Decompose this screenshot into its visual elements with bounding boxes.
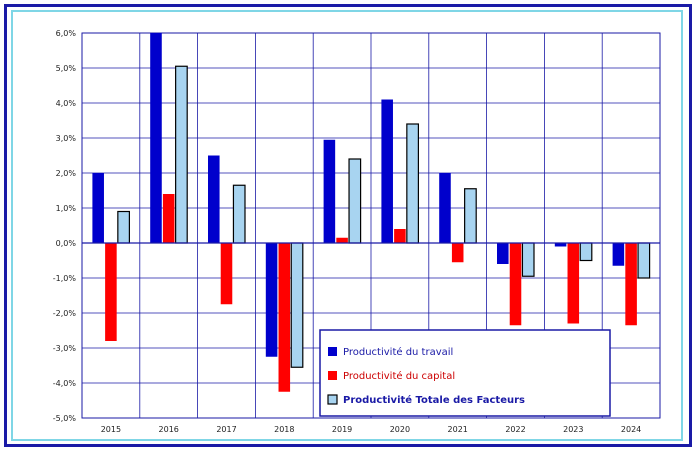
x-tick-label: 2015 [101,425,121,434]
bar-tfp [464,188,477,244]
bar-capital [336,237,348,243]
bar-tfp [348,158,362,244]
y-tick-label: 1,0% [56,204,77,213]
legend-swatch-tfp [327,394,338,405]
x-tick-label: 2018 [274,425,294,434]
bar-labor [265,243,278,357]
bar-labor [439,173,451,243]
bar-tfp [175,65,188,244]
bar-capital [278,243,291,392]
x-tick-label: 2016 [159,425,179,434]
bar-tfp [232,184,246,244]
y-tick-label: -5,0% [53,414,77,423]
y-tick-label: 5,0% [56,64,77,73]
y-tick-label: 3,0% [56,134,77,143]
legend-swatch-capital [328,371,337,380]
x-tick-label: 2020 [390,425,410,434]
y-tick-label: -1,0% [53,274,77,283]
bar-labor [612,243,625,266]
bar-capital [567,243,580,324]
bar-labor [150,33,162,243]
bar-tfp [521,242,535,277]
bar-labor [208,155,220,243]
legend-label-capital: Productivité du capital [343,370,455,382]
bar-labor [554,243,567,247]
bar-tfp [637,242,651,279]
bar-tfp [579,242,593,262]
y-tick-label: 4,0% [56,99,77,108]
bar-labor [92,173,104,243]
bar-capital [451,243,464,263]
x-tick-label: 2017 [216,425,236,434]
legend-swatch-labor [328,347,337,356]
x-tick-label: 2024 [621,425,641,434]
legend-label-tfp: Productivité Totale des Facteurs [343,394,525,406]
legend: Productivité du travail Productivité du … [319,329,611,417]
bar-labor [381,99,393,243]
bar-labor [497,243,509,264]
bar-tfp [290,242,304,368]
y-tick-label: 2,0% [56,169,77,178]
bars [92,33,651,392]
axes: -5,0% -4,0% -3,0% -2,0% -1,0% 0,0% 1,0% 2,0% 3,0… [53,29,660,434]
x-tick-label: 2022 [505,425,525,434]
legend-label-labor: Productivité du travail [343,346,453,358]
bar-labor [323,139,336,243]
y-tick-label: 6,0% [56,29,77,38]
bar-capital [625,243,637,326]
bar-capital [509,243,522,326]
bar-tfp [117,210,130,244]
legend-box [319,329,611,417]
x-tick-label: 2019 [332,425,352,434]
y-tick-label: -4,0% [53,379,77,388]
bar-capital [162,194,175,243]
x-tick-label: 2021 [448,425,468,434]
y-tick-label: 0,0% [56,239,77,248]
bar-capital [105,243,117,341]
x-tick-label: 2023 [563,425,583,434]
bar-capital [220,243,233,305]
bar-capital [394,229,406,243]
y-tick-label: -3,0% [53,344,77,353]
bar-tfp [406,123,419,244]
y-tick-label: -2,0% [53,309,77,318]
